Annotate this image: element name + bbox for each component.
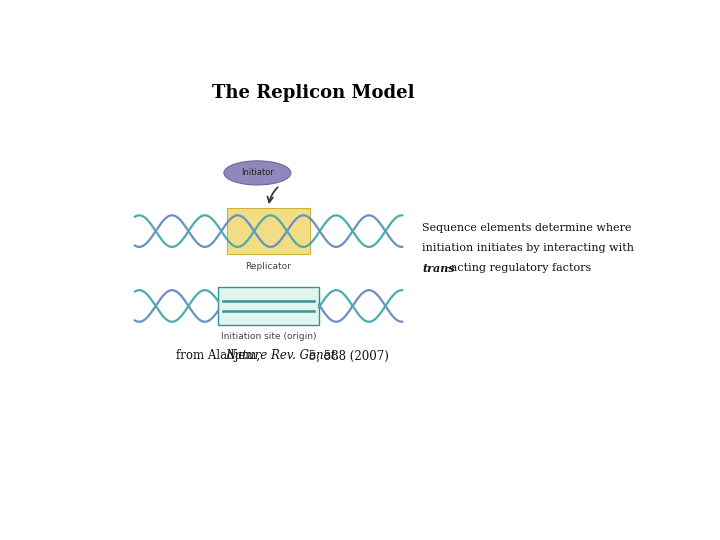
Text: Initiator: Initiator (241, 168, 274, 178)
Bar (227, 208, 310, 254)
Text: initiation initiates by interacting with: initiation initiates by interacting with (422, 243, 634, 253)
Bar (218, 287, 319, 325)
Text: Nature Rev. Genet.: Nature Rev. Genet. (225, 349, 340, 362)
Text: trans: trans (422, 263, 454, 274)
Text: Replicator: Replicator (246, 262, 292, 271)
Text: 5, 588 (2007): 5, 588 (2007) (305, 349, 390, 362)
Text: Sequence elements determine where: Sequence elements determine where (422, 223, 631, 233)
Text: The Replicon Model: The Replicon Model (212, 84, 415, 102)
Text: Initiation site (origin): Initiation site (origin) (221, 332, 316, 341)
Ellipse shape (224, 161, 291, 185)
Text: from Aladjem,: from Aladjem, (176, 349, 264, 362)
Text: -acting regulatory factors: -acting regulatory factors (446, 263, 591, 273)
